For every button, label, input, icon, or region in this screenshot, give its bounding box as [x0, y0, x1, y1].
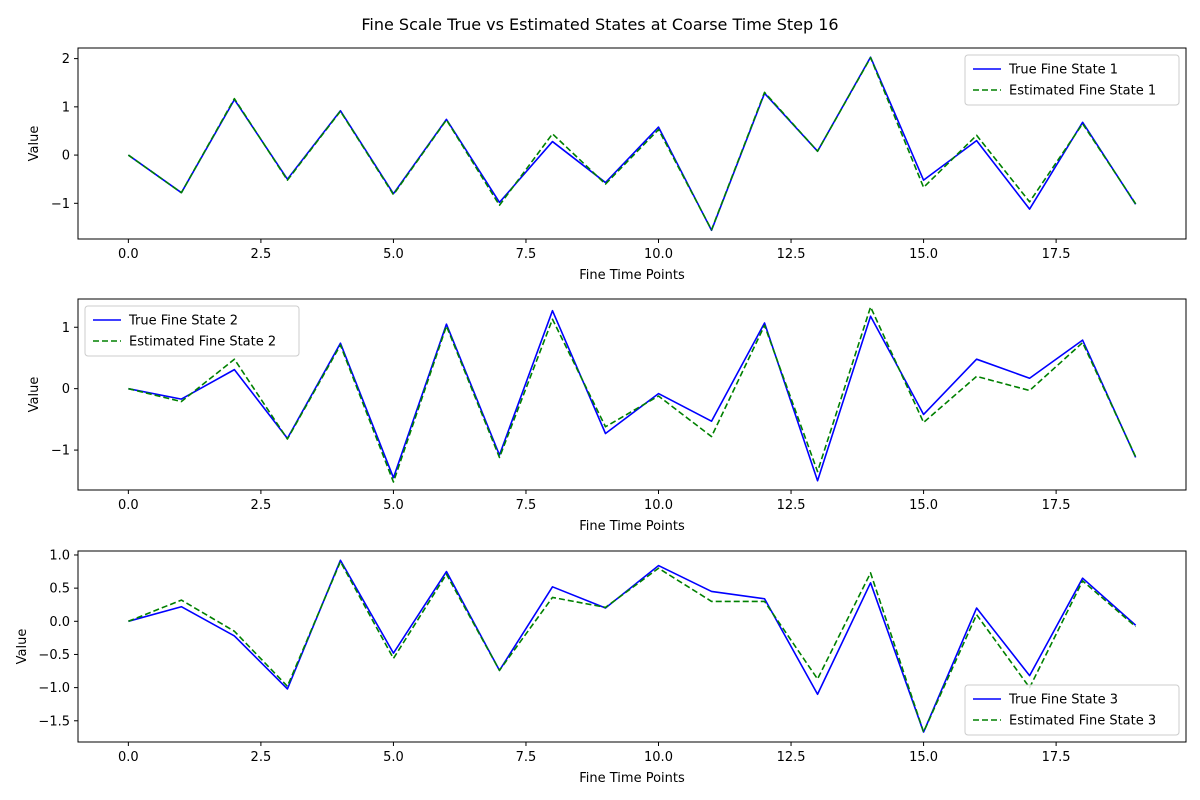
y-tick-label: −0.5 — [38, 648, 70, 663]
x-tick-label: 7.5 — [516, 750, 537, 765]
x-tick-label: 17.5 — [1042, 750, 1071, 765]
y-tick-label: −1 — [51, 197, 70, 212]
legend: True Fine State 1 Estimated Fine State 1 — [964, 54, 1180, 106]
figure-title: Fine Scale True vs Estimated States at C… — [361, 15, 838, 34]
y-tick-label: 0 — [62, 382, 70, 397]
x-tick-label: 7.5 — [516, 498, 537, 513]
legend: True Fine State 2 Estimated Fine State 2 — [84, 305, 300, 357]
y-tick-label: 1.0 — [49, 548, 70, 563]
series-line-3-1 — [128, 559, 1137, 733]
y-axis-label: Value — [15, 629, 30, 665]
y-tick-label: −1 — [51, 444, 70, 459]
x-tick-label: 5.0 — [383, 247, 404, 262]
x-tick-label: 15.0 — [909, 750, 938, 765]
legend-label-1: True Fine State 1 — [1008, 63, 1118, 78]
x-tick-label: 2.5 — [251, 247, 272, 262]
x-tick-label: 17.5 — [1042, 498, 1071, 513]
subplot-1: 0.0 2.5 5.0 7.5 10.0 12.5 15.0 17.5 −1 0 1 2 Fine Ti… — [27, 47, 1187, 283]
legend-label-2: Estimated Fine State 2 — [129, 335, 276, 350]
legend-label-2: Estimated Fine State 3 — [1009, 714, 1156, 729]
y-tick-label: −1.5 — [38, 714, 70, 729]
legend: True Fine State 3 Estimated Fine State 3 — [964, 684, 1180, 736]
axes-frame — [77, 550, 1187, 743]
y-tick-label: 0.5 — [49, 582, 70, 597]
x-tick-label: 0.0 — [118, 498, 139, 513]
x-axis-label: Fine Time Points — [579, 771, 685, 786]
subplot-3: 0.0 2.5 5.0 7.5 10.0 12.5 15.0 17.5 −1.5 −1.0 −0.5… — [15, 548, 1187, 786]
y-tick-label: 0.0 — [49, 615, 70, 630]
legend-label-1: True Fine State 3 — [1008, 693, 1118, 708]
y-tick-label: 1 — [62, 321, 70, 336]
legend-box — [964, 54, 1180, 106]
legend-box — [964, 684, 1180, 736]
x-tick-label: 5.0 — [383, 498, 404, 513]
x-tick-label: 15.0 — [909, 247, 938, 262]
y-axis-label: Value — [27, 377, 42, 413]
series-line-3-2 — [128, 560, 1137, 733]
series-line-1-1 — [127, 56, 1137, 232]
x-tick-label: 0.0 — [118, 247, 139, 262]
y-tick-label: −1.0 — [38, 681, 70, 696]
y-tick-label: 2 — [62, 52, 70, 67]
x-tick-label: 5.0 — [383, 750, 404, 765]
x-tick-label: 12.5 — [777, 498, 806, 513]
x-tick-label: 12.5 — [777, 247, 806, 262]
y-tick-label: 0 — [62, 149, 70, 164]
x-tick-label: 2.5 — [251, 498, 272, 513]
x-tick-label: 15.0 — [909, 498, 938, 513]
x-tick-label: 10.0 — [644, 498, 673, 513]
x-axis-label: Fine Time Points — [579, 519, 685, 534]
x-tick-label: 17.5 — [1042, 247, 1071, 262]
x-tick-label: 10.0 — [644, 247, 673, 262]
x-tick-label: 12.5 — [777, 750, 806, 765]
x-axis-label: Fine Time Points — [579, 268, 685, 283]
y-tick-label: 1 — [62, 100, 70, 115]
series-line-2-2 — [128, 306, 1137, 483]
x-tick-label: 2.5 — [251, 750, 272, 765]
series-line-1-2 — [127, 56, 1137, 231]
x-tick-label: 7.5 — [516, 247, 537, 262]
x-tick-label: 0.0 — [118, 750, 139, 765]
axes-frame — [77, 47, 1187, 240]
legend-box — [84, 305, 300, 357]
x-tick-label: 10.0 — [644, 750, 673, 765]
legend-label-1: True Fine State 2 — [128, 314, 238, 329]
legend-label-2: Estimated Fine State 1 — [1009, 84, 1156, 99]
subplot-2: 0.0 2.5 5.0 7.5 10.0 12.5 15.0 17.5 −1 0 1 Fine Tim… — [27, 298, 1187, 534]
axes-frame — [77, 298, 1187, 491]
y-axis-label: Value — [27, 126, 42, 162]
